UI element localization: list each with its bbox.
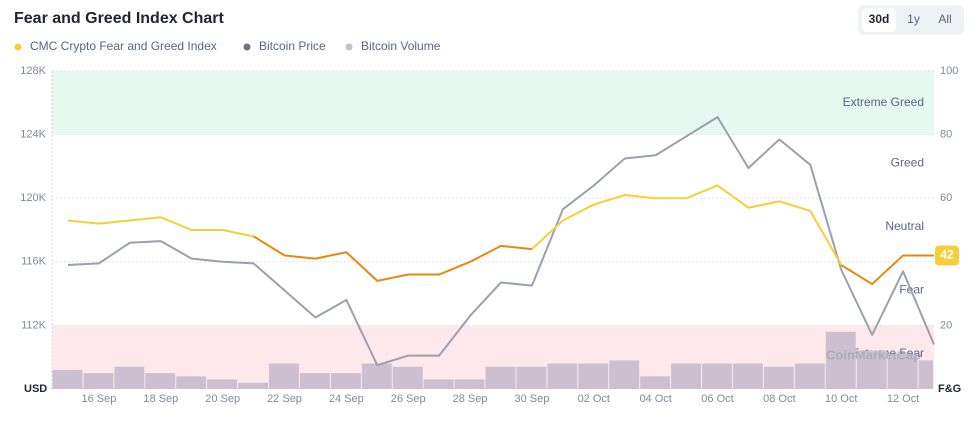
volume-bar [330,373,361,389]
volume-bar [702,363,732,389]
fear-greed-line [67,216,254,238]
volume-bar [825,331,856,389]
range-button-bg [862,8,896,32]
y-tick-label: 120K [20,192,46,204]
volume-bar [454,379,485,389]
x-tick-label: 30 Sep [514,393,549,405]
volume-bar [176,376,207,389]
range-button[interactable]: 30d [869,12,890,26]
x-tick-label: 12 Oct [887,393,919,405]
zone-band [52,71,934,135]
volume-bar [361,363,392,389]
volume-bar [114,366,145,389]
volume-bar [145,373,176,389]
volume-bar [671,363,702,389]
x-tick-label: 24 Sep [329,393,364,405]
x-tick-label: 06 Oct [701,393,733,405]
volume-bar [918,360,933,389]
legend-dot [14,43,22,51]
volume-bar [392,366,423,389]
fear-greed-line [840,254,934,286]
y2-axis-label: F&G [938,383,961,395]
price-line [67,116,935,367]
volume-bar [578,363,609,389]
zone-label: Extreme Greed [843,95,924,109]
volume-bar [856,350,887,389]
x-tick-label: 20 Sep [205,393,240,405]
y-tick-label: 112K [21,319,47,331]
watermark: CoinMarketCap [826,347,921,362]
y-tick-label: 128K [20,65,46,77]
volume-bar [485,366,516,389]
legend-dot [345,43,353,51]
volume-bar [516,366,547,389]
range-button[interactable]: 1y [907,12,920,26]
legend-label: Bitcoin Volume [361,39,441,53]
zone-label: Greed [891,155,924,169]
x-tick-label: 10 Oct [825,393,857,405]
fear-greed-line [531,184,843,266]
fear-greed-line [253,235,533,282]
x-tick-label: 04 Oct [639,393,671,405]
volume-bar [547,363,578,389]
volume-bar [794,363,825,389]
legend-label: CMC Crypto Fear and Greed Index [30,39,217,53]
x-tick-label: 18 Sep [143,393,178,405]
volume-bar [640,376,671,389]
y2-tick-label: 100 [940,65,958,77]
volume-bar [52,369,83,389]
y-tick-label: 124K [20,129,46,141]
current-badge [935,245,959,266]
x-tick-label: 02 Oct [578,393,610,405]
x-tick-label: 26 Sep [391,393,426,405]
y-tick-label: 116K [21,256,47,268]
zone-label: Neutral [885,219,924,233]
volume-bar [83,373,114,389]
x-tick-label: 16 Sep [81,393,116,405]
x-tick-label: 28 Sep [453,393,488,405]
volume-bar [887,354,918,389]
volume-bar [238,382,269,389]
volume-bar [207,379,238,389]
y2-tick-label: 80 [940,129,952,141]
chart-title: Fear and Greed Index Chart [14,10,225,27]
volume-bar [732,363,763,389]
range-button[interactable]: All [938,12,951,26]
volume-bar [269,363,299,389]
legend-dot [243,43,251,51]
volume-bar [763,366,794,389]
current-value: 42 [940,248,954,262]
y-axis-label: USD [24,383,47,395]
volume-bar [609,360,640,389]
volume-bar [299,373,330,389]
y2-tick-label: 20 [940,319,952,331]
volume-bar [423,379,454,389]
y2-tick-label: 60 [940,192,952,204]
legend-label: Bitcoin Price [259,39,326,53]
x-tick-label: 08 Oct [763,393,795,405]
x-tick-label: 22 Sep [267,393,302,405]
